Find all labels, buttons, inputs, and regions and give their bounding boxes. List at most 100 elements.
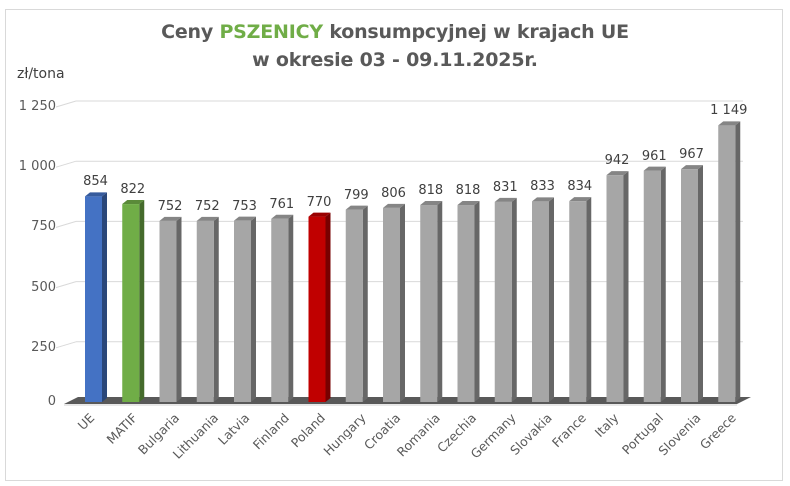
y-tick-label: 500 [31, 279, 56, 295]
bar-lithuania [196, 216, 219, 402]
bar-finland [271, 214, 294, 402]
bar-top [681, 165, 703, 170]
bar-side [735, 121, 741, 402]
bar-bulgaria [159, 216, 182, 402]
gridline-side [55, 100, 77, 108]
value-label: 1 149 [710, 103, 748, 119]
value-label: 818 [418, 183, 444, 199]
bar-side [362, 205, 368, 402]
bar-italy [606, 171, 629, 402]
bar-greece [718, 121, 741, 402]
value-label: 942 [604, 153, 630, 169]
bar-hungary [345, 205, 368, 402]
bar-front [234, 220, 251, 402]
bar-czechia [457, 201, 480, 402]
chart-title-line-1: Ceny PSZENICY konsumpcyjnej w krajach UE [161, 21, 629, 43]
value-label: 770 [306, 194, 332, 210]
bar-latvia [234, 216, 256, 402]
bar-front [308, 216, 326, 402]
value-label: 799 [343, 187, 369, 203]
y-tick-label: 250 [31, 339, 56, 355]
bar-side [660, 166, 666, 402]
bar-top [420, 201, 443, 206]
bar-top [234, 216, 256, 221]
gridline-side [55, 220, 77, 228]
bar-side [102, 192, 107, 402]
bar-front [159, 220, 177, 402]
bar-top [606, 171, 629, 176]
bar-front [569, 201, 587, 402]
bar-poland [308, 212, 331, 402]
y-tick-label: 0 [47, 394, 56, 409]
bar-front [85, 196, 102, 402]
value-label: 854 [83, 174, 108, 190]
bar-side [139, 200, 145, 402]
bar-side [288, 214, 294, 402]
y-tick-label: 1 250 [18, 99, 56, 114]
y-tick-label: 1 000 [18, 159, 56, 175]
bar-top [569, 197, 592, 202]
bar-front [606, 175, 624, 402]
bar-front [383, 207, 400, 402]
chart-title: Ceny PSZENICY konsumpcyjnej w krajach UE… [0, 18, 790, 74]
bar-top [308, 212, 331, 217]
bar-portugal [643, 166, 666, 402]
value-label: 752 [157, 198, 183, 214]
bar-front [718, 125, 736, 402]
bar-side [325, 212, 331, 402]
value-label: 753 [232, 198, 257, 214]
value-label: 806 [381, 185, 406, 201]
bar-top [345, 205, 368, 210]
bar-top [643, 166, 666, 171]
bar-front [420, 205, 438, 402]
bar-front [494, 201, 512, 402]
bar-top [494, 197, 517, 202]
bar-top [196, 216, 219, 221]
bar-side [623, 171, 629, 402]
bar-slovenia [681, 165, 703, 402]
bar-front [196, 220, 214, 402]
bar-front [643, 170, 661, 402]
y-tick-label: 750 [31, 219, 56, 235]
value-label: 752 [194, 198, 220, 214]
value-label: 822 [120, 182, 146, 198]
bar-front [345, 209, 363, 402]
bar-top [271, 214, 294, 219]
y-axis-unit-label: zł/tona [17, 66, 65, 82]
bar-front [681, 169, 698, 402]
bar-side [586, 197, 592, 402]
bar-side [474, 201, 480, 402]
bar-germany [494, 197, 517, 402]
bar-top [383, 203, 405, 208]
gridline-side [55, 160, 77, 168]
chart-title-line-2: w okresie 03 - 09.11.2025r. [252, 49, 538, 71]
bar-side [698, 165, 703, 402]
bar-romania [420, 201, 443, 402]
value-label: 833 [530, 179, 555, 195]
value-label: 961 [641, 148, 667, 164]
bar-croatia [383, 203, 405, 402]
value-label: 967 [679, 147, 704, 163]
bar-top [159, 216, 182, 221]
bar-ue [85, 192, 107, 402]
bar-side [400, 203, 405, 402]
bar-slovakia [532, 197, 554, 402]
gridline-side [55, 341, 77, 349]
bar-side [176, 216, 182, 402]
gridline-side [55, 281, 77, 289]
bar-side [437, 201, 443, 402]
bar-matif [122, 200, 145, 402]
title-highlight: PSZENICY [219, 21, 323, 43]
bar-top [718, 121, 741, 126]
value-label: 761 [269, 196, 295, 212]
bar-front [271, 218, 289, 402]
bar-side [251, 216, 256, 402]
bar-top [457, 201, 480, 206]
bar-side [213, 216, 219, 402]
bar-france [569, 197, 592, 402]
bar-side [511, 197, 517, 402]
value-label: 831 [492, 179, 518, 195]
bar-side [549, 197, 554, 402]
bar-front [532, 201, 549, 402]
